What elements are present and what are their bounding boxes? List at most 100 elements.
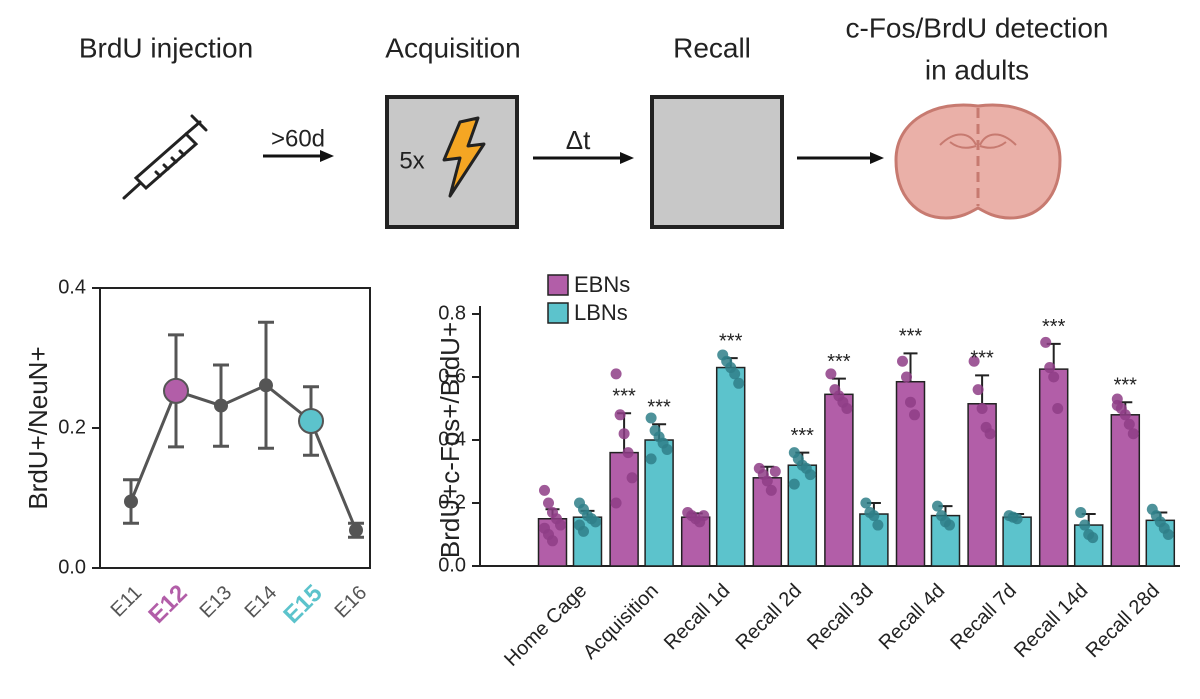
x-tick-label: Home Cage: [500, 580, 591, 671]
shock-count: 5x: [399, 147, 424, 174]
data-point: [661, 443, 673, 455]
data-point: [1127, 428, 1139, 440]
significance: ***: [719, 330, 743, 352]
data-point: [1079, 519, 1091, 531]
data-point: [645, 412, 657, 424]
lightning: [442, 116, 486, 198]
step-label: Recall: [673, 32, 751, 63]
data-point: [972, 384, 984, 396]
arrow-label: Δt: [566, 125, 591, 155]
data-point: [733, 377, 745, 389]
data-point: [788, 478, 800, 490]
y-tick-label: 0.2: [58, 416, 86, 438]
data-point: [610, 368, 622, 380]
data-point: [543, 497, 554, 509]
data-point: [769, 466, 781, 477]
data-point: [1052, 403, 1064, 414]
significance: ***: [970, 348, 994, 370]
data-point: [729, 368, 741, 380]
data-point: [761, 475, 773, 487]
marker: [349, 523, 363, 538]
data-point: [626, 472, 638, 484]
bar: [895, 380, 926, 567]
x-tick-label: Recall 7d: [946, 580, 1021, 655]
line: [129, 383, 358, 531]
y-tick-label: 0.6: [438, 365, 466, 387]
data-point: [804, 469, 816, 481]
data-point: [1048, 371, 1060, 383]
bar: [1002, 516, 1032, 567]
data-point: [590, 516, 601, 528]
data-point: [555, 519, 566, 531]
data-point: [860, 497, 872, 509]
chamber: [650, 95, 784, 229]
data-point: [944, 519, 955, 531]
legend-label: EBNs: [574, 272, 630, 297]
data-point: [618, 428, 630, 440]
marker: [214, 398, 228, 413]
data-point: [968, 355, 980, 367]
x-tick-label: Recall 14d: [1010, 580, 1092, 662]
data-point: [1040, 336, 1052, 348]
data-point: [1123, 418, 1135, 430]
step-label: in adults: [925, 54, 1029, 85]
y-tick-label: 0.4: [58, 276, 86, 298]
y-tick-label: 0.2: [438, 491, 466, 513]
legend-label: LBNs: [574, 300, 628, 325]
data-point: [901, 371, 912, 383]
bar: [609, 451, 639, 567]
data-point: [905, 396, 916, 408]
x-tick-label: E13: [196, 582, 237, 623]
x-tick-label: Acquisition: [579, 580, 663, 664]
data-point: [909, 409, 920, 421]
x-tick-label: E15: [278, 580, 327, 629]
significance: ***: [827, 351, 851, 373]
bar: [1110, 414, 1141, 567]
data-point: [698, 510, 710, 522]
significance: ***: [647, 397, 671, 419]
x-tick-label: E16: [331, 582, 372, 623]
data-point: [578, 525, 589, 537]
data-point: [1087, 532, 1099, 544]
step-label: BrdU injection: [79, 32, 253, 63]
x-tick-label: Recall 3d: [803, 580, 878, 655]
data-point: [841, 403, 853, 414]
bar: [1038, 368, 1069, 567]
data-point: [614, 409, 626, 421]
data-point: [825, 368, 837, 380]
data-point: [872, 519, 884, 531]
y-tick-label: 0.4: [438, 428, 466, 450]
plot-frame: [99, 287, 371, 569]
legend-swatch: [547, 302, 569, 324]
data-point: [868, 510, 880, 522]
bar: [787, 464, 818, 567]
significance: ***: [1114, 374, 1138, 396]
x-tick-label: Recall 1d: [660, 580, 735, 655]
x-tick-label: E14: [241, 582, 282, 623]
y-tick-label: 0.8: [438, 302, 466, 324]
data-point: [1162, 529, 1174, 540]
bar: [715, 366, 746, 567]
data-point: [547, 535, 558, 547]
data-point: [1075, 506, 1087, 518]
y-tick-label: 0.0: [438, 554, 466, 576]
syringe: [122, 114, 208, 200]
step-label: Acquisition: [385, 32, 520, 63]
y-axis-label: BrdU+/NeuN+: [23, 346, 53, 509]
x-tick-label: E12: [143, 580, 192, 629]
x-tick-label: Recall 4d: [875, 580, 950, 655]
data-point: [1119, 409, 1131, 421]
chamber: [385, 95, 519, 229]
data-point: [765, 484, 777, 496]
y-axis-label: BrdU+c-Fos+/BrdU+: [435, 322, 465, 558]
brain: [894, 103, 1062, 220]
marker: [298, 408, 324, 434]
step-label: c-Fos/BrdU detection: [846, 12, 1109, 43]
data-point: [539, 484, 550, 496]
significance: ***: [1042, 316, 1066, 338]
x-tick-label: Recall 2d: [732, 580, 807, 655]
marker: [124, 494, 138, 509]
data-point: [976, 403, 988, 414]
data-point: [932, 500, 943, 512]
